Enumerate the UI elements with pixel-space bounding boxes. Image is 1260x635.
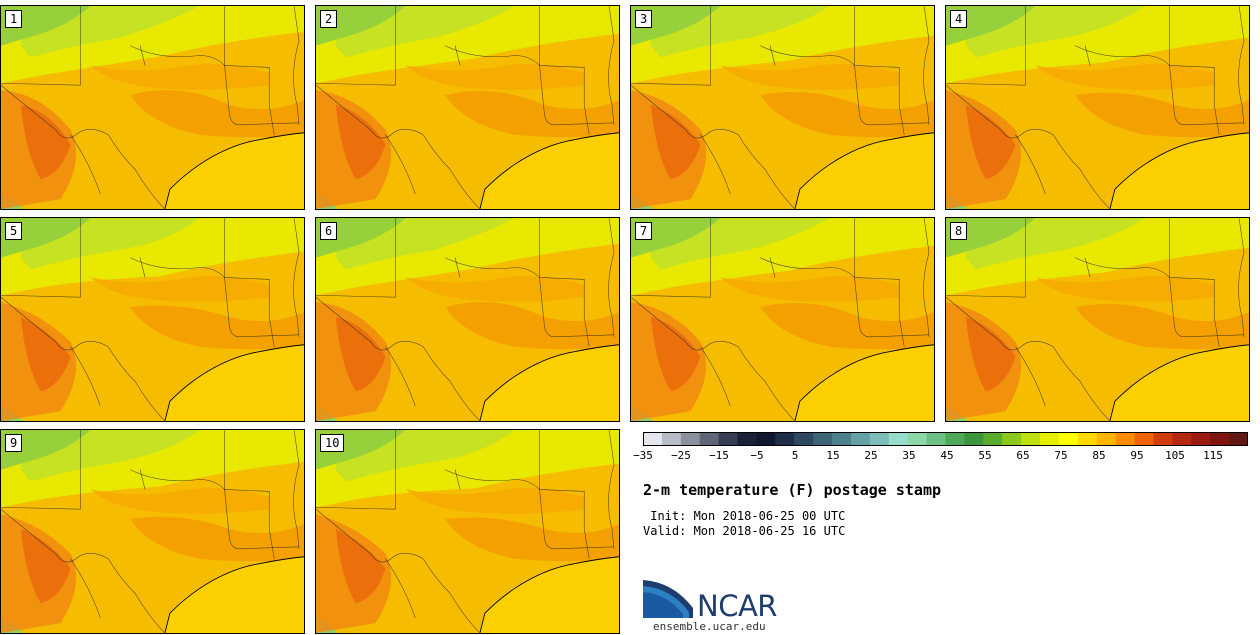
colorbar-tick-label: 115	[1203, 449, 1223, 462]
colorbar-swatch	[869, 432, 890, 446]
colorbar-swatch	[983, 432, 1003, 446]
logo-url: ensemble.ucar.edu	[653, 620, 766, 633]
colorbar-swatch	[832, 432, 852, 446]
colorbar-swatch	[1229, 432, 1248, 446]
member-number: 6	[320, 222, 338, 240]
colorbar-swatch	[737, 432, 757, 446]
colorbar-tick-label: −35	[633, 449, 653, 462]
member-panel-1: 1	[0, 5, 305, 210]
colorbar-swatch	[1115, 432, 1136, 446]
temperature-map	[631, 6, 934, 209]
colorbar-swatch	[1172, 432, 1192, 446]
colorbar-swatch	[1021, 432, 1041, 446]
member-number: 9	[5, 434, 23, 452]
colorbar-tick-label: −15	[709, 449, 729, 462]
colorbar-tick-label: 5	[791, 449, 799, 462]
member-number: 7	[635, 222, 653, 240]
member-number: 8	[950, 222, 968, 240]
colorbar-swatch	[1002, 432, 1022, 446]
member-panel-6: 6	[315, 217, 620, 422]
member-panel-10: 10	[315, 429, 620, 634]
colorbar-tick-label: −25	[671, 449, 691, 462]
colorbar-swatch	[964, 432, 984, 446]
colorbar-tick-label: 25	[864, 449, 878, 462]
member-number: 3	[635, 10, 653, 28]
member-number: 4	[950, 10, 968, 28]
temperature-map	[946, 218, 1249, 421]
colorbar-swatch	[813, 432, 833, 446]
colorbar-swatch	[1077, 432, 1098, 446]
colorbar-tick-label: 105	[1165, 449, 1185, 462]
figure-title: 2-m temperature (F) postage stamp	[643, 481, 942, 499]
colorbar-swatch	[1191, 432, 1211, 446]
colorbar-swatch	[1096, 432, 1117, 446]
colorbar-swatch	[680, 432, 701, 446]
member-panel-2: 2	[315, 5, 620, 210]
logo-text: NCAR	[697, 589, 777, 623]
temperature-map	[316, 6, 619, 209]
colorbar-swatch	[756, 432, 776, 446]
temperature-map	[1, 430, 304, 633]
member-panel-8: 8	[945, 217, 1250, 422]
colorbar-swatch	[661, 432, 682, 446]
ncar-logo-icon	[643, 580, 693, 618]
member-number: 1	[5, 10, 23, 28]
temperature-map	[631, 218, 934, 421]
colorbar-swatch	[643, 432, 663, 446]
colorbar-tick-label: 65	[1016, 449, 1030, 462]
colorbar-swatch	[718, 432, 739, 446]
member-number: 5	[5, 222, 23, 240]
member-number: 10	[320, 434, 345, 452]
member-number: 2	[320, 10, 338, 28]
colorbar-tick-label: 55	[978, 449, 992, 462]
temperature-map	[946, 6, 1249, 209]
colorbar-swatch	[699, 432, 720, 446]
colorbar-tick-label: 35	[902, 449, 916, 462]
colorbar-swatch	[907, 432, 928, 446]
colorbar-swatch	[1210, 432, 1230, 446]
init-time: Init: Mon 2018-06-25 00 UTC	[643, 509, 846, 523]
temperature-map	[316, 218, 619, 421]
colorbar-tick-label: 15	[826, 449, 840, 462]
colorbar-tick-label: 45	[940, 449, 954, 462]
colorbar-swatch	[1153, 432, 1173, 446]
member-panel-9: 9	[0, 429, 305, 634]
colorbar-labels: −35 −25 −15 −5 5 15 25 35 45 55 65 75 85 95 105 115	[633, 449, 1248, 465]
temperature-map	[316, 430, 619, 633]
temperature-colorbar	[643, 432, 1248, 446]
colorbar-swatch	[1134, 432, 1154, 446]
colorbar-tick-label: 85	[1092, 449, 1106, 462]
colorbar-swatch	[1058, 432, 1079, 446]
colorbar-swatch	[794, 432, 814, 446]
colorbar-swatch	[945, 432, 965, 446]
colorbar-tick-label: 95	[1130, 449, 1144, 462]
member-panel-4: 4	[945, 5, 1250, 210]
temperature-map	[1, 218, 304, 421]
temperature-map	[1, 6, 304, 209]
member-panel-3: 3	[630, 5, 935, 210]
colorbar-swatch	[888, 432, 909, 446]
colorbar-swatch	[850, 432, 871, 446]
colorbar-swatch	[1040, 432, 1060, 446]
colorbar-swatch	[775, 432, 795, 446]
member-panel-7: 7	[630, 217, 935, 422]
colorbar-tick-label: 75	[1054, 449, 1068, 462]
valid-time: Valid: Mon 2018-06-25 16 UTC	[643, 524, 846, 538]
member-panel-5: 5	[0, 217, 305, 422]
colorbar-tick-label: −5	[750, 449, 764, 462]
colorbar-swatch	[926, 432, 946, 446]
